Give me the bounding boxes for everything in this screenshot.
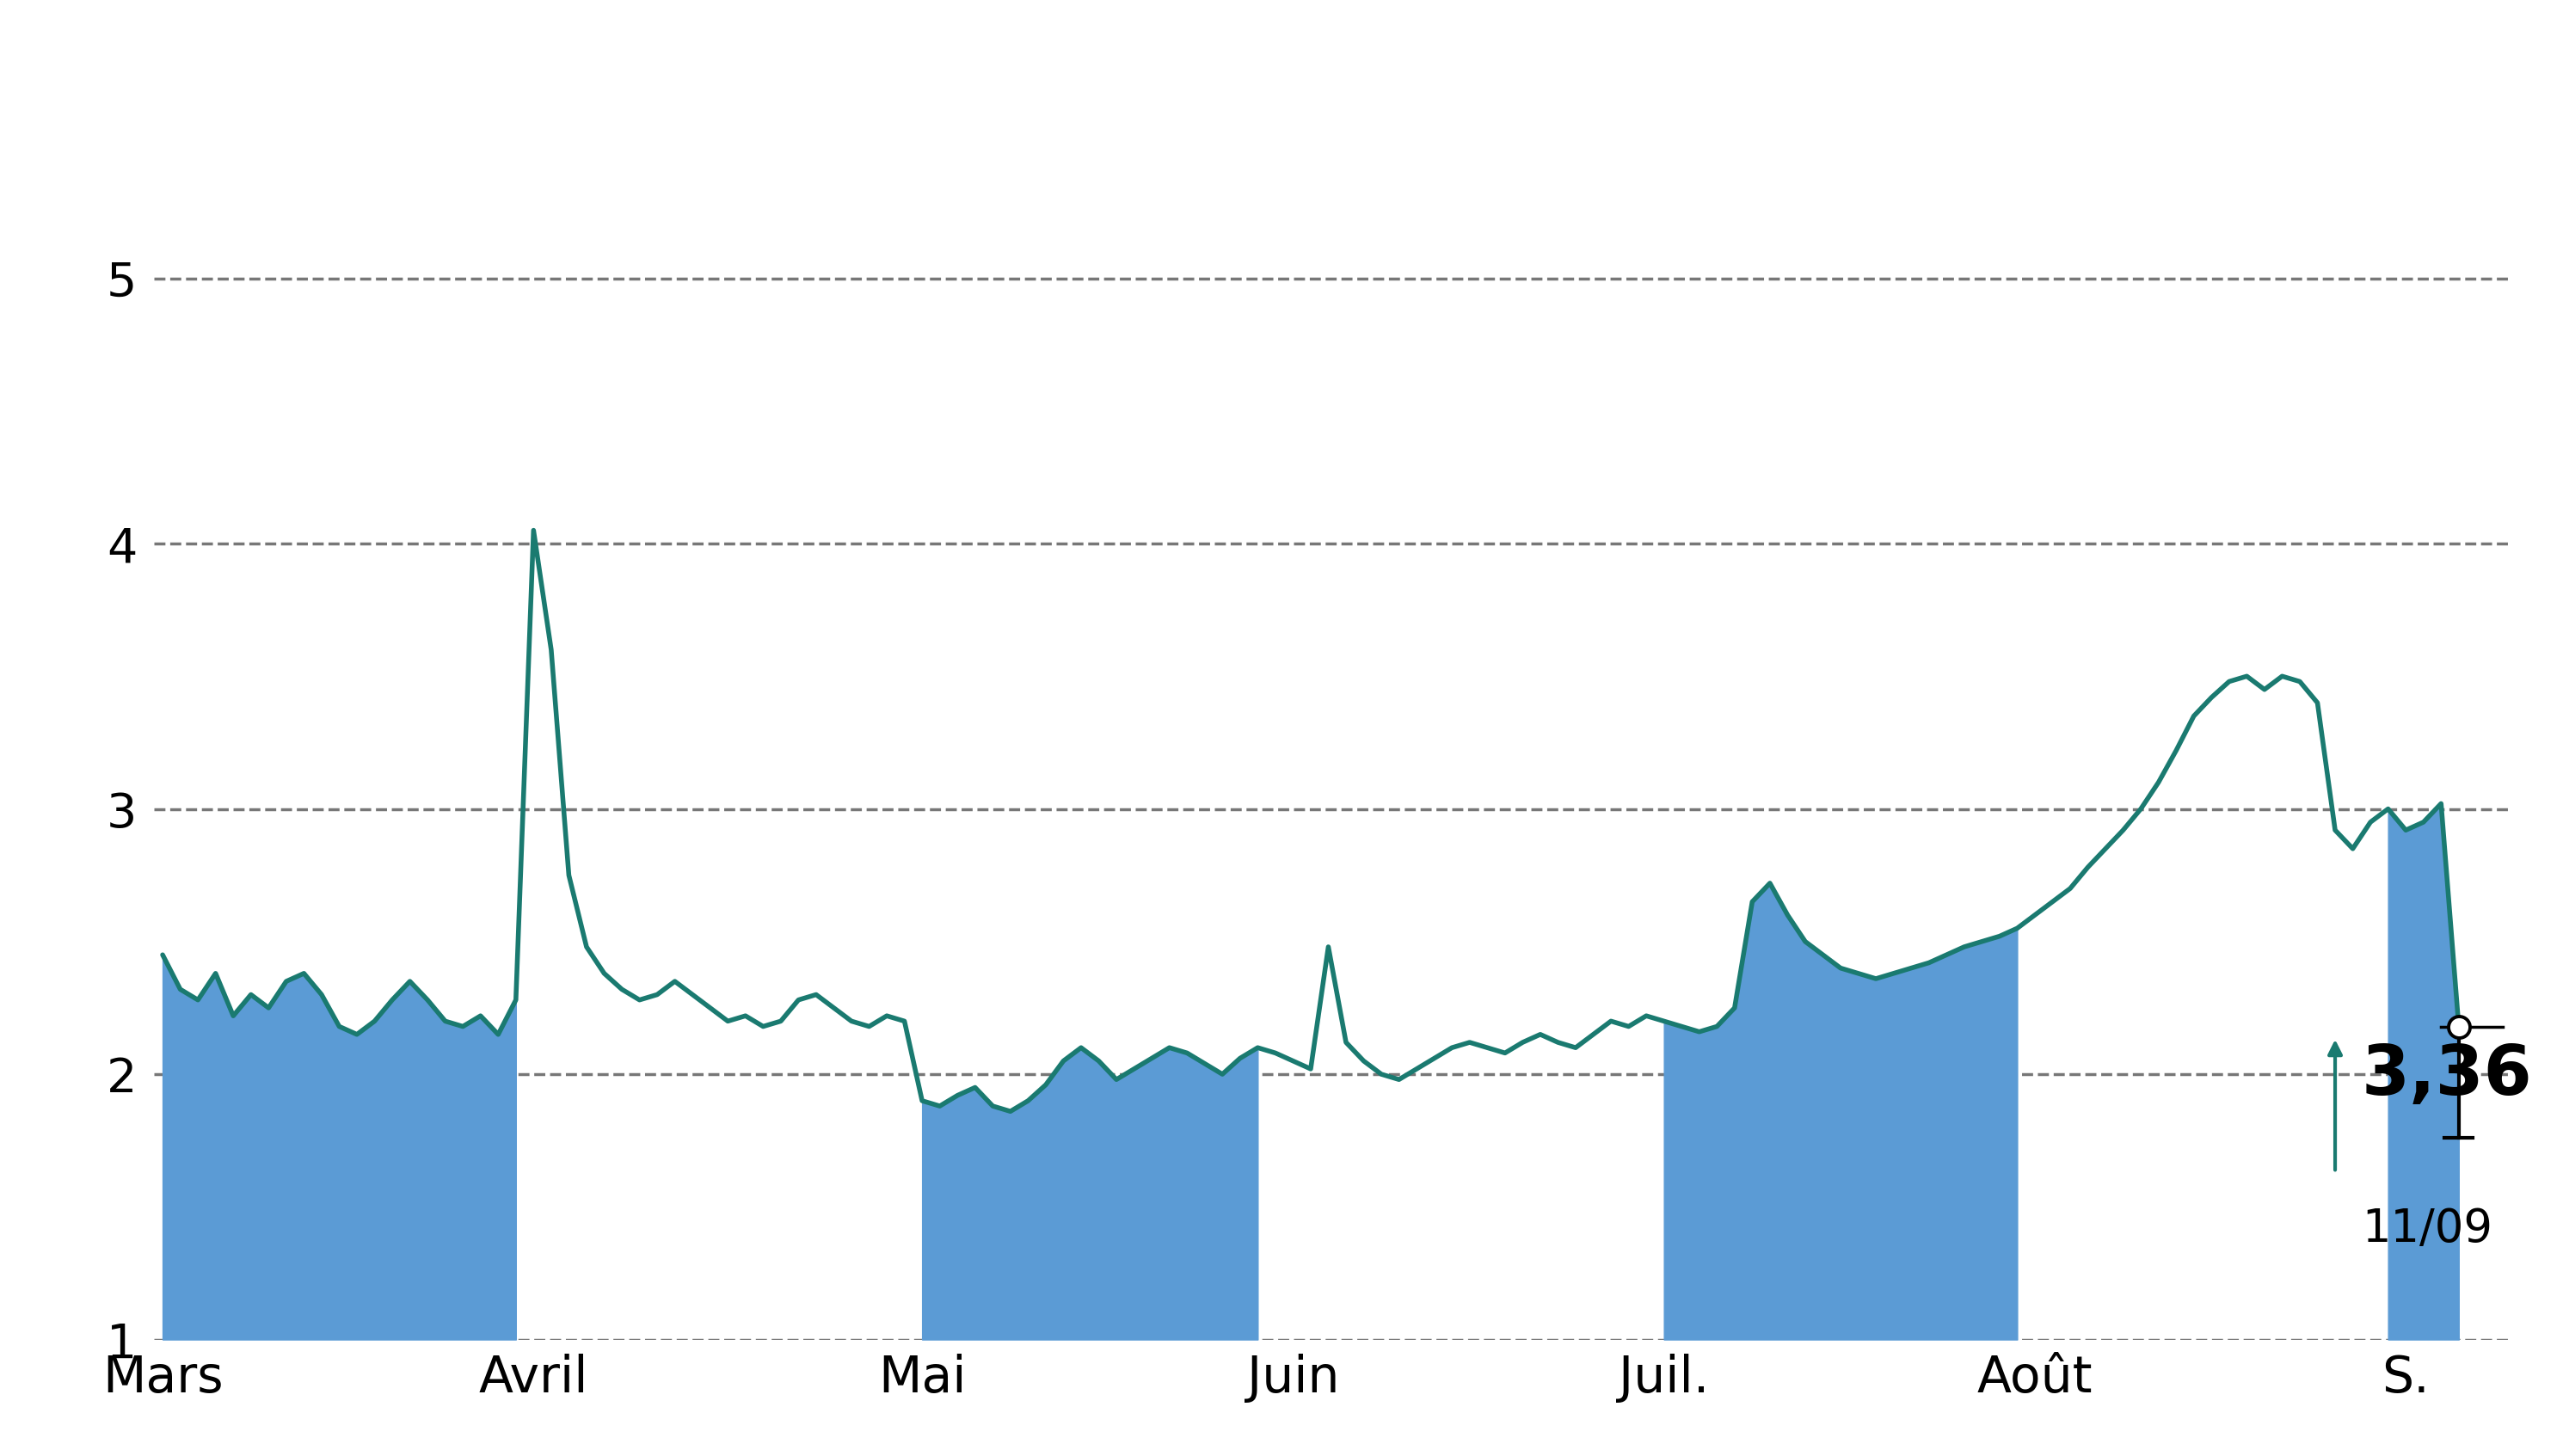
Text: 11/09: 11/09 (2361, 1207, 2491, 1252)
Text: Monogram Orthopaedics, Inc.: Monogram Orthopaedics, Inc. (484, 26, 2079, 119)
Text: 3,36: 3,36 (2361, 1042, 2532, 1109)
